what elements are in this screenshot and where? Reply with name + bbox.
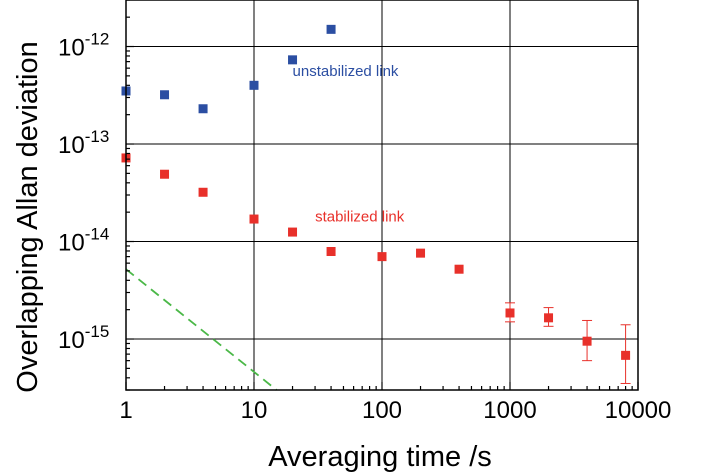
data-point xyxy=(621,350,631,360)
x-tick-label: 10000 xyxy=(605,397,672,424)
annotation-label: stabilized link xyxy=(315,209,405,226)
y-tick-label: 10-15 xyxy=(58,322,109,354)
reference-dashed-line xyxy=(125,268,278,391)
data-series xyxy=(121,24,631,391)
data-point xyxy=(377,252,387,262)
data-point xyxy=(505,308,515,318)
axis-ticks xyxy=(125,0,639,391)
x-tick-label: 1 xyxy=(119,397,132,424)
data-point xyxy=(582,336,592,346)
series-stabilized-link xyxy=(121,153,631,384)
data-point xyxy=(454,264,464,274)
data-point xyxy=(249,214,259,224)
y-tick-label: 10-12 xyxy=(58,30,109,62)
data-point xyxy=(326,247,336,257)
data-point xyxy=(160,90,170,100)
x-tick-label: 10 xyxy=(241,397,268,424)
data-point xyxy=(198,187,208,197)
x-tick-label: 100 xyxy=(362,397,402,424)
data-point xyxy=(288,55,298,65)
series-dashed-line xyxy=(125,268,278,391)
data-point xyxy=(288,227,298,237)
data-point xyxy=(326,24,336,34)
data-point xyxy=(416,248,426,258)
data-point xyxy=(249,80,259,90)
tick-labels: 1 10 100 1000 10000 10-15 10-14 10-13 10-12 xyxy=(58,30,671,424)
y-tick-label: 10-14 xyxy=(58,225,109,257)
x-tick-label: 1000 xyxy=(483,397,536,424)
x-axis-title: Averaging time /s xyxy=(268,441,492,473)
grid-lines xyxy=(126,0,638,390)
y-axis-title: Overlapping Allan deviation xyxy=(12,41,44,392)
annotation-label: unstabilized link xyxy=(293,63,399,80)
data-point xyxy=(544,313,554,323)
y-tick-label: 10-13 xyxy=(58,127,109,159)
annotations: unstabilized link stabilized link xyxy=(293,63,405,226)
data-point xyxy=(160,169,170,179)
data-point xyxy=(198,104,208,114)
